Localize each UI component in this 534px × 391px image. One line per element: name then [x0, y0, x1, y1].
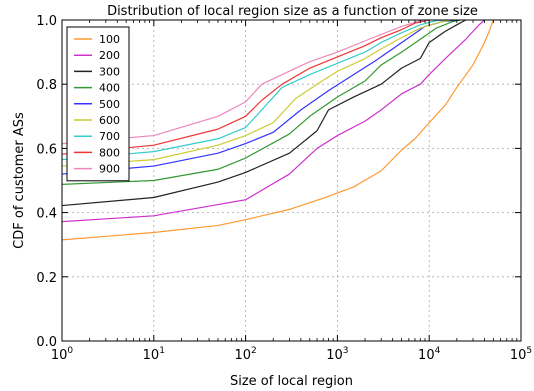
- series-line-600: [61, 19, 451, 167]
- plot-frame: [61, 19, 522, 342]
- x-tick-label: 103: [326, 346, 348, 363]
- y-tick-label: 0.2: [36, 271, 57, 286]
- series-line-100: [61, 19, 494, 241]
- legend-label-800: 800: [99, 146, 120, 159]
- series-line-300: [61, 19, 467, 207]
- series-line-800: [61, 19, 430, 155]
- y-tick-label: 0.0: [36, 335, 57, 350]
- legend: 100 200 300 400 500 600 700 800 900: [66, 26, 130, 182]
- axis-ticks: 100 101 102 103 104 105 0.0 0.2 0.4 0.6 0.8 1.0: [36, 14, 532, 363]
- x-tick-label: 101: [143, 346, 165, 363]
- y-axis-label: CDF of customer ASs: [12, 112, 27, 249]
- x-tick-label: 105: [510, 346, 532, 363]
- y-tick-label: 1.0: [36, 14, 57, 29]
- legend-label-100: 100: [99, 33, 120, 46]
- series-line-900: [61, 19, 430, 145]
- series-line-500: [61, 19, 457, 175]
- legend-label-600: 600: [99, 114, 120, 127]
- y-tick-label: 0.6: [36, 142, 57, 157]
- y-tick-label: 0.4: [36, 207, 57, 222]
- x-tick-label: 102: [234, 346, 256, 363]
- x-axis-label: Size of local region: [230, 374, 353, 389]
- y-tick-label: 0.8: [36, 78, 57, 93]
- legend-label-200: 200: [99, 49, 120, 62]
- legend-label-900: 900: [99, 163, 120, 176]
- series-line-700: [61, 19, 446, 161]
- x-tick-label: 104: [418, 346, 441, 363]
- x-tick-label: 100: [51, 346, 74, 363]
- legend-label-700: 700: [99, 130, 120, 143]
- legend-label-400: 400: [99, 82, 120, 95]
- series-line-200: [61, 19, 485, 223]
- legend-label-300: 300: [99, 65, 120, 78]
- series-line-400: [61, 19, 461, 185]
- legend-label-500: 500: [99, 98, 120, 111]
- chart-title: Distribution of local region size as a f…: [107, 4, 478, 19]
- series-layer: [61, 19, 494, 241]
